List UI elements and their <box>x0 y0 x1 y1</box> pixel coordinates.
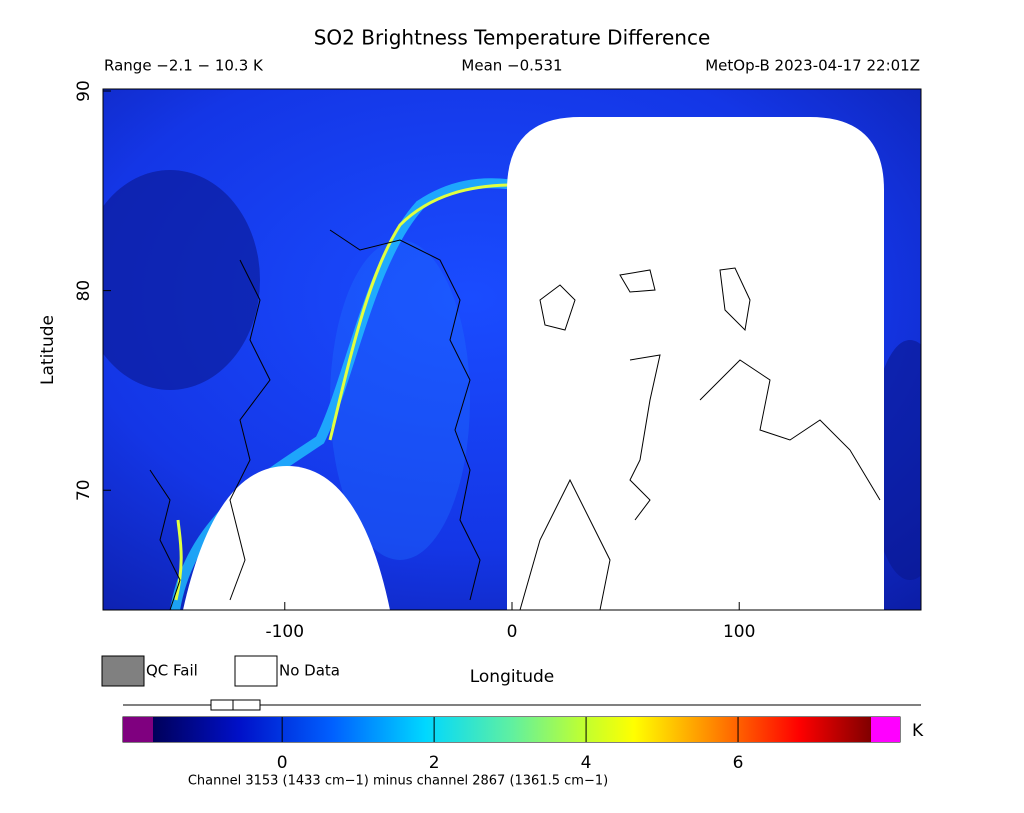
title: SO2 Brightness Temperature Difference <box>314 26 711 50</box>
colorbar-unit: K <box>912 721 924 741</box>
distribution-box <box>210 699 261 711</box>
legend-label: No Data <box>279 662 340 680</box>
footnote: Channel 3153 (1433 cm−1) minus channel 2… <box>188 774 608 789</box>
mean-label: Mean −0.531 <box>461 57 562 75</box>
range-label: Range −2.1 − 10.3 K <box>104 57 264 75</box>
legend-label: QC Fail <box>146 662 198 680</box>
x-axis-label: Longitude <box>470 667 555 687</box>
y-tick-label: 80 <box>74 280 94 302</box>
legend-swatch <box>234 655 278 687</box>
y-tick-label: 90 <box>74 80 94 102</box>
y-tick-label: 70 <box>74 479 94 501</box>
x-tick-label: -100 <box>265 622 304 642</box>
map-field <box>103 89 921 610</box>
no-data-region <box>507 117 884 610</box>
colorbar-tick-label: 2 <box>429 753 440 773</box>
colorbar-tick-label: 0 <box>277 753 288 773</box>
colorbar-under <box>123 717 153 742</box>
colorbar-gradient <box>153 717 871 742</box>
no-data-region <box>183 466 390 610</box>
satellite-label: MetOp-B 2023-04-17 22:01Z <box>705 57 920 75</box>
field-patch <box>103 170 260 390</box>
x-tick-label: 0 <box>507 622 518 642</box>
coastlines <box>149 229 881 610</box>
y-axis-label: Latitude <box>38 315 58 385</box>
legend-swatch <box>101 655 145 687</box>
swath-streak <box>174 183 516 601</box>
colorbar-tick-label: 6 <box>733 753 744 773</box>
colorbar-tick-label: 4 <box>581 753 592 773</box>
colorbar-over <box>871 717 900 742</box>
x-tick-label: 100 <box>723 622 755 642</box>
